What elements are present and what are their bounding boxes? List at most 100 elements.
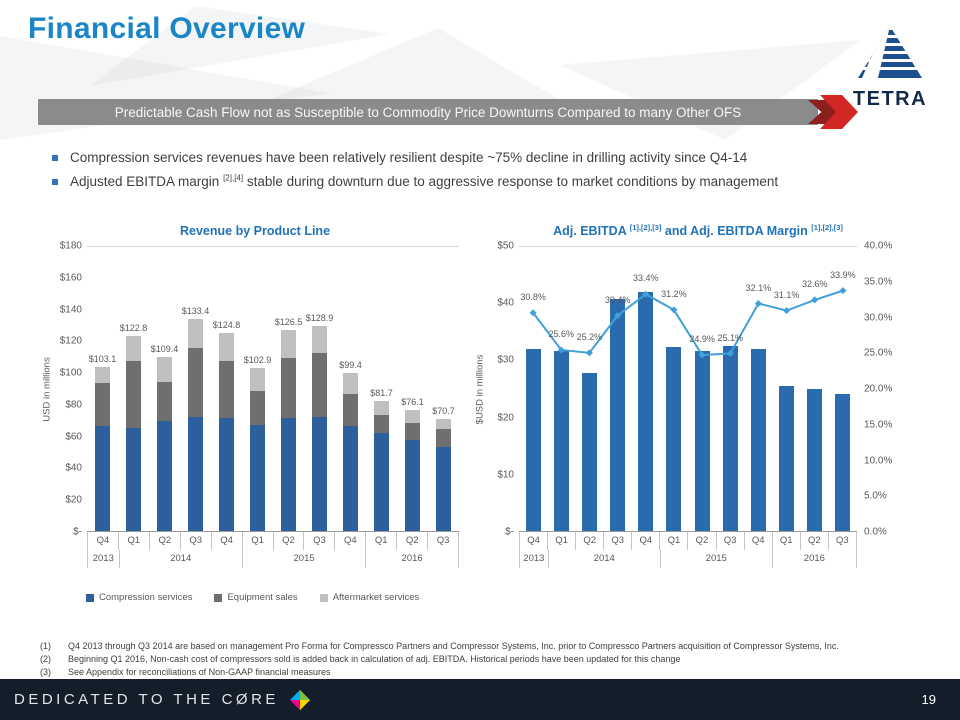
revenue-bar-segment [126, 335, 141, 361]
footnote: (2) Beginning Q1 2016, Non-cash cost of … [40, 654, 681, 664]
axis-tick: $- [505, 526, 514, 538]
revenue-bar-segment [405, 440, 420, 531]
margin-marker-icon [670, 306, 678, 314]
quarter-label: Q3 [181, 532, 212, 550]
margin-marker-icon [698, 351, 706, 359]
ebitda-bar [722, 345, 738, 531]
axis-tick: $120 [59, 335, 82, 347]
quarter-label: Q3 [829, 532, 857, 550]
bar-total-label: $70.7 [432, 405, 455, 416]
legend-swatch-icon [86, 593, 94, 602]
margin-value-label: 32.1% [745, 282, 772, 293]
ebitda-bar [694, 350, 710, 531]
margin-marker-icon [614, 312, 622, 320]
axis-tick: 25.0% [864, 347, 893, 359]
red-arrow-icon [808, 95, 858, 129]
quarter-label: Q4 [520, 532, 549, 550]
margin-value-label: 31.2% [661, 288, 687, 299]
footer-slogan: DEDICATED TO THE CØRE [14, 691, 279, 708]
y-axis: $180 $160 $140 $120 $100 $80 $60 $40 $20 $- [55, 241, 87, 538]
ebitda-bar [553, 351, 569, 531]
core-diamond-icon [289, 689, 311, 710]
axis-tick: $160 [59, 272, 82, 284]
legend-item: Compression services [86, 592, 192, 603]
ebitda-bar [750, 348, 766, 531]
revenue-chart: Revenue by Product Line USD in millions … [40, 216, 470, 603]
ebitda-bar [779, 385, 795, 531]
ebitda-bar [835, 393, 851, 531]
bullet-square-icon [52, 155, 58, 161]
margin-marker-icon [529, 309, 537, 317]
margin-marker-icon [811, 296, 819, 304]
bullet-item: Adjusted EBITDA margin [2],[4] stable du… [52, 174, 912, 189]
revenue-bar-segment [374, 415, 389, 433]
ebitda-bar [807, 389, 823, 531]
bar-total-label: $109.4 [150, 344, 179, 355]
margin-marker-icon [642, 290, 650, 298]
revenue-bar-segment [374, 432, 389, 531]
margin-marker-icon [726, 350, 734, 358]
ebitda-chart: Adj. EBITDA [1],[2],[3] and Adj. EBITDA … [472, 216, 924, 568]
revenue-bar-segment [281, 357, 296, 419]
legend-item: Aftermarket services [319, 592, 419, 603]
quarter-label: Q2 [801, 532, 829, 550]
axis-tick: $60 [65, 431, 82, 443]
quarter-label: Q2 [397, 532, 429, 550]
footer-bar: DEDICATED TO THE CØRE 19 [0, 679, 960, 720]
axis-tick: 15.0% [864, 419, 893, 431]
x-axis-year-row: 2013 2014 2015 2016 [87, 550, 459, 568]
footnote: (3) See Appendix for reconciliations of … [40, 667, 331, 677]
key-message-banner: Predictable Cash Flow not as Susceptible… [38, 95, 858, 129]
margin-marker-icon [839, 287, 847, 295]
quarter-label: Q2 [576, 532, 605, 550]
quarter-label: Q1 [548, 532, 577, 550]
y-axis-title: $USD in millions [474, 354, 485, 424]
axis-tick: 35.0% [864, 276, 893, 288]
margin-value-label: 25.1% [717, 332, 744, 343]
legend-label: Compression services [99, 592, 193, 603]
y-axis-left: $50 $40 $30 $20 $10 $- [487, 241, 519, 538]
y-axis-title: USD in millions [42, 356, 53, 422]
bullet-text: stable during downturn due to aggressive… [243, 174, 779, 189]
bullet-item: Compression services revenues have been … [52, 150, 912, 165]
y-axis-right: 40.0% 35.0% 30.0% 25.0% 20.0% 15.0% 10.0% 5.0% 0… [857, 241, 903, 538]
legend-swatch-icon [214, 593, 223, 602]
year-label: 2014 [120, 550, 243, 568]
x-axis-year-row: 2013 2014 2015 2016 [519, 550, 857, 568]
bar-total-label: $122.8 [119, 322, 148, 333]
axis-tick: $10 [497, 469, 514, 481]
quarter-label: Q1 [660, 532, 689, 550]
x-axis: Q4 Q1 Q2 Q3 Q4 Q1 Q2 Q3 Q4 Q1 Q2 Q3 2013 2014 2015 2016 [519, 532, 857, 568]
page-number: 19 [921, 692, 936, 707]
footnote-reference: [2],[4] [223, 173, 244, 183]
revenue-bar-segment [219, 332, 234, 361]
margin-marker-icon [585, 349, 593, 357]
revenue-bar-segment [312, 326, 327, 354]
banner-text: Predictable Cash Flow not as Susceptible… [114, 104, 742, 120]
axis-tick: $180 [59, 240, 82, 252]
bar-total-label: $124.8 [212, 319, 241, 330]
bar-total-label: $128.9 [305, 313, 334, 324]
quarter-label: Q1 [366, 532, 398, 550]
revenue-bar-segment [250, 391, 265, 425]
revenue-bar-segment [343, 373, 358, 395]
bar-total-label: $76.1 [401, 397, 424, 408]
year-label: 2013 [88, 550, 120, 568]
bullet-list: Compression services revenues have been … [52, 150, 912, 198]
legend-item: Equipment sales [214, 592, 298, 603]
axis-tick: $80 [65, 399, 82, 411]
footnotes: (1) Q4 2013 through Q3 2014 are based on… [40, 640, 928, 679]
quarter-label: Q3 [304, 532, 336, 550]
axis-tick: $40 [497, 297, 514, 309]
margin-value-label: 30.4% [604, 294, 631, 305]
quarter-label: Q4 [88, 532, 119, 550]
axis-tick: $50 [497, 240, 514, 252]
margin-marker-icon [783, 307, 791, 315]
year-label: 2016 [773, 550, 857, 568]
x-axis-quarter-row: Q4 Q1 Q2 Q3 Q4 Q1 Q2 Q3 Q4 Q1 Q2 Q3 [87, 532, 460, 550]
ebitda-bar [525, 349, 541, 531]
ebitda-bar [610, 298, 626, 531]
revenue-bar-segment [343, 426, 358, 531]
quarter-label: Q1 [243, 532, 274, 550]
